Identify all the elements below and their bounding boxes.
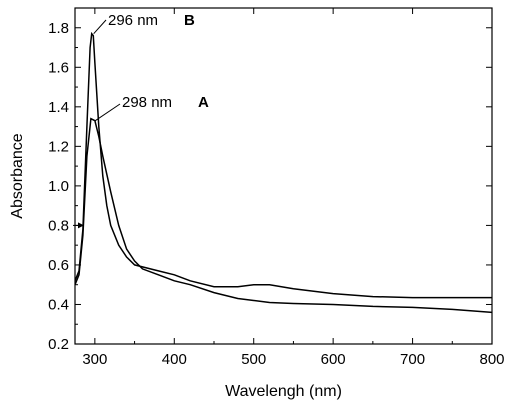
annotation-label-b: 296 nm — [108, 12, 158, 29]
x-tick-label: 500 — [241, 351, 266, 368]
x-tick-label: 400 — [162, 351, 187, 368]
annotations: 296 nm B 298 nm A — [73, 12, 209, 229]
y-tick-label: 1.6 — [48, 59, 69, 76]
series-line-A — [75, 117, 492, 314]
y-tick-label: 0.4 — [48, 296, 69, 313]
y-tick-label: 0.2 — [48, 336, 69, 353]
annotation-letter-b: B — [184, 12, 195, 29]
axes: 300 400 500 600 700 800 0.2 0.4 0.6 0.8 1.0 1.2 1.4 1… — [48, 7, 505, 368]
y-tick-label: 0.6 — [48, 257, 69, 274]
left-axis-arrow-head — [78, 222, 84, 229]
x-tick-label: 600 — [321, 351, 346, 368]
series-line-B — [75, 31, 492, 299]
annotation-label-a: 298 nm — [122, 94, 172, 111]
x-tick-label: 300 — [82, 351, 107, 368]
y-tick-label: 1.2 — [48, 138, 69, 155]
annotation-pointer-a — [94, 103, 121, 122]
plot-frame — [74, 7, 493, 345]
annotation-letter-a: A — [198, 94, 209, 111]
y-tick-label: 0.8 — [48, 217, 69, 234]
annotation-pointer-b — [93, 19, 107, 35]
y-tick-label: 1.4 — [48, 99, 69, 116]
y-tick-label: 1.0 — [48, 178, 69, 195]
series-lines — [75, 31, 492, 314]
x-tick-label: 800 — [479, 351, 504, 368]
y-tick-label: 1.8 — [48, 20, 69, 37]
x-axis-title: Wavelengh (nm) — [225, 383, 342, 400]
y-axis-title: Absorbance — [9, 133, 26, 218]
x-tick-label: 700 — [400, 351, 425, 368]
